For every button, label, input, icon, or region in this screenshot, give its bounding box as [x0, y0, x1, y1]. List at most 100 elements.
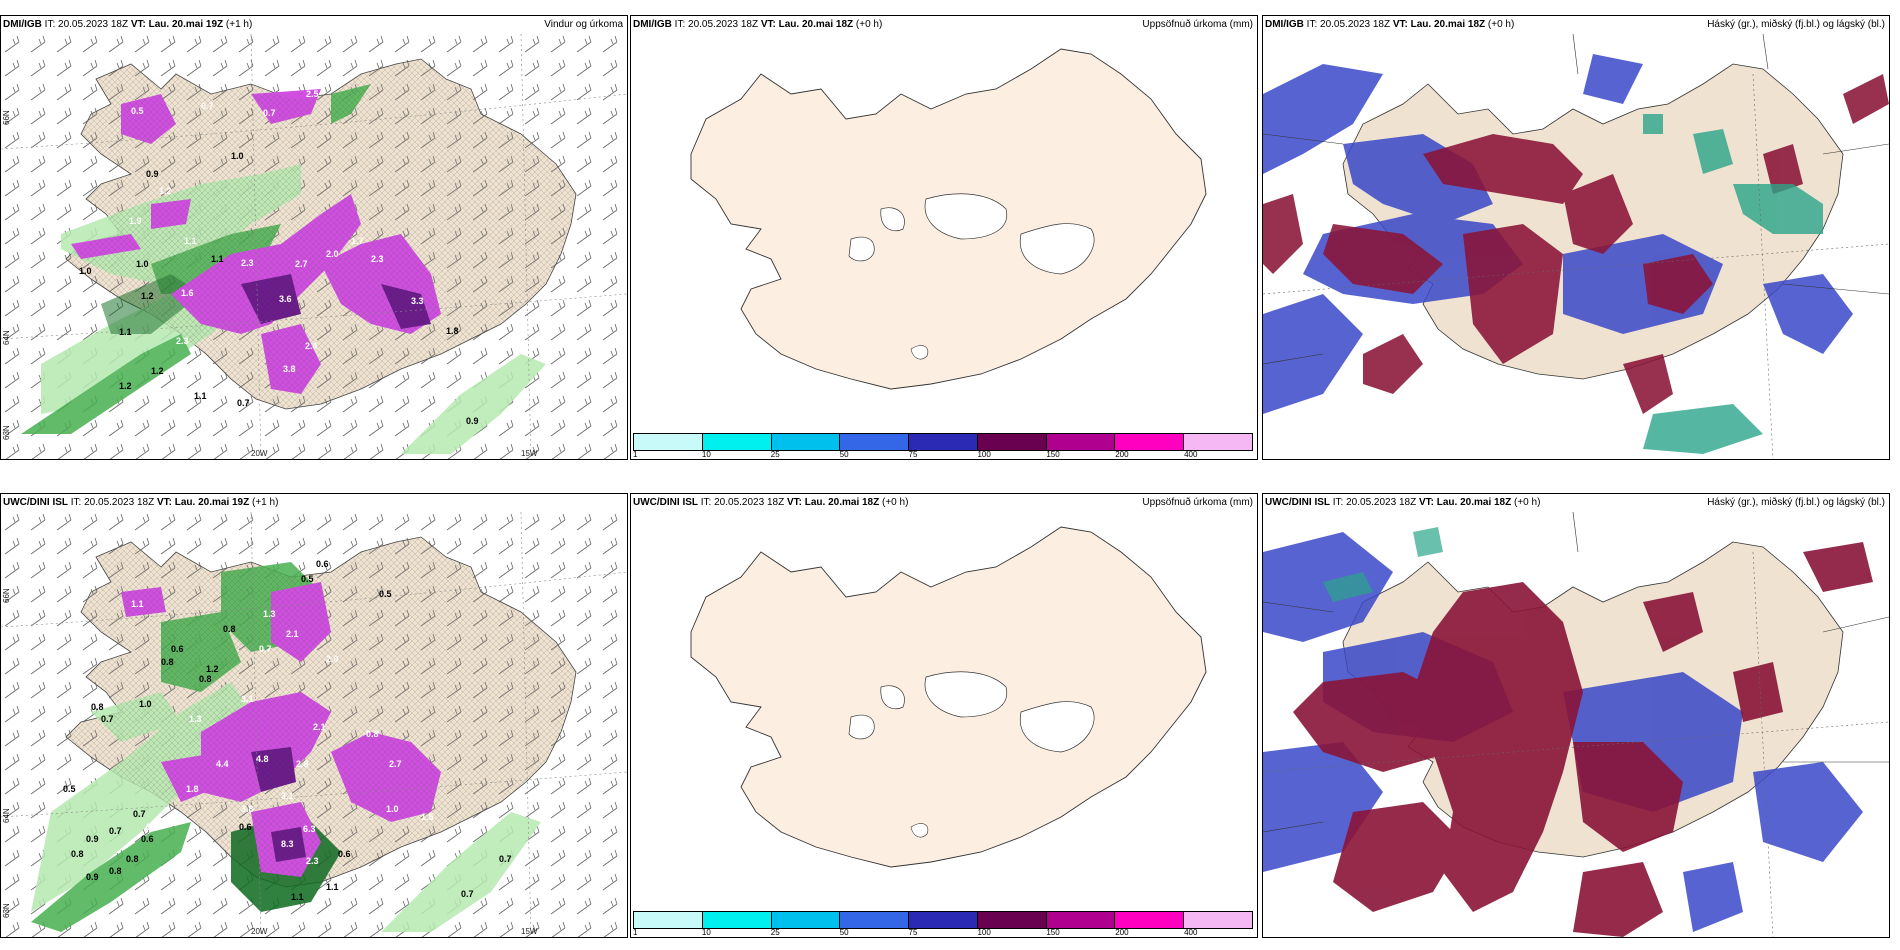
colorbar-segment — [909, 434, 978, 450]
colorbar-segment — [840, 434, 910, 450]
colorbar-segment — [702, 434, 772, 450]
precip-value-label: 1.6 — [181, 288, 194, 298]
colorbar-tick-label: 75 — [908, 450, 918, 459]
precip-value-label: 0.8 — [109, 866, 122, 876]
precip-value-label: 1.7 — [351, 236, 364, 246]
svg-text:66N: 66N — [2, 110, 11, 125]
colorbar-tick-label: 100 — [977, 450, 991, 459]
precip-value-label: 0.8 — [223, 624, 236, 634]
precip-value-label: 1.3 — [189, 714, 202, 724]
colorbar-labels: 1 10 25 50 75 100 150 200 400 — [633, 450, 1253, 459]
svg-text:64N: 64N — [2, 330, 11, 345]
colorbar-segment — [771, 912, 841, 928]
precip-value-label: 1.0 — [386, 804, 399, 814]
precip-value-label: 1.2 — [159, 186, 172, 196]
precip-value-label: 1.1 — [194, 391, 207, 401]
precip-value-label: 0.9 — [466, 416, 479, 426]
panel-header: UWC/DINI ISL IT: 20.05.2023 18Z VT: Lau.… — [3, 497, 279, 508]
colorbar-segment — [840, 912, 910, 928]
panel-header: DMI/IGB IT: 20.05.2023 18Z VT: Lau. 20.m… — [1265, 19, 1515, 30]
svg-text:64N: 64N — [2, 808, 11, 823]
precip-value-label: 0.8 — [71, 849, 84, 859]
panel-header: DMI/IGB IT: 20.05.2023 18Z VT: Lau. 20.m… — [633, 19, 883, 30]
precip-value-label: 1.0 — [231, 151, 244, 161]
accum-precip-map — [690, 48, 1207, 390]
precip-value-label: 1.2 — [206, 664, 219, 674]
precip-value-label: 0.7 — [101, 714, 114, 724]
precip-value-label: 1.1 — [131, 599, 144, 609]
svg-text:66N: 66N — [2, 588, 11, 603]
precip-value-labels: 0.5 0.71.00.91.22.50.71.91.11.01.0 1.1 2.3 2… — [79, 89, 479, 426]
panel-title: Uppsöfnuð úrkoma (mm) — [1142, 497, 1253, 508]
precip-value-label: 0.8 — [126, 854, 139, 864]
colorbar-tick-label: 75 — [908, 928, 918, 937]
colorbar-tick-label: 200 — [1115, 928, 1129, 937]
precip-value-label: 2.7 — [295, 259, 308, 269]
precip-value-label: 0.7 — [201, 101, 214, 111]
panel-header: UWC/DINI ISL IT: 20.05.2023 18Z VT: Lau.… — [1265, 497, 1541, 508]
precip-value-label: 2.3 — [176, 336, 189, 346]
precip-value-label: 0.5 — [379, 589, 392, 599]
precip-value-label: 3.8 — [283, 364, 296, 374]
colorbar-segment — [634, 434, 703, 450]
precip-value-label: 3.8 — [241, 804, 254, 814]
precip-value-label: 1.2 — [119, 381, 132, 391]
precip-value-label: 0.8 — [161, 657, 174, 667]
precip-value-label: 1.1 — [291, 892, 304, 902]
precip-value-label: 2.3 — [241, 258, 254, 268]
svg-text:63N: 63N — [2, 425, 11, 440]
precip-colorbar — [633, 433, 1253, 451]
colorbar-segment — [1184, 912, 1253, 928]
precip-value-label: 2.1 — [286, 629, 299, 639]
precip-value-label: 0.6 — [141, 834, 154, 844]
precip-value-label: 1.8 — [446, 326, 459, 336]
precip-value-label: 1.2 — [141, 291, 154, 301]
precip-value-label: 1.3 — [263, 609, 276, 619]
svg-text:15W: 15W — [521, 449, 538, 458]
panel-title: Uppsöfnuð úrkoma (mm) — [1142, 19, 1253, 30]
precip-value-label: 6.3 — [303, 824, 316, 834]
cloud-map — [1263, 512, 1889, 937]
precip-value-label: 0.5 — [301, 574, 314, 584]
precip-value-label: 0.9 — [86, 834, 99, 844]
precip-value-label: 8.3 — [281, 839, 294, 849]
precip-value-label: 0.6 — [171, 644, 184, 654]
precip-value-label: 0.7 — [133, 809, 146, 819]
colorbar-segment — [771, 434, 841, 450]
precip-value-label: 3.3 — [411, 296, 424, 306]
precip-value-label: 1.5 — [421, 812, 434, 822]
precip-value-label: 1.1 — [211, 254, 224, 264]
precip-value-label: 2.7 — [389, 759, 402, 769]
colorbar-tick-label: 10 — [701, 928, 711, 937]
panel-clouds-uwc: UWC/DINI ISL IT: 20.05.2023 18Z VT: Lau.… — [1262, 493, 1890, 938]
panel-accum-precip-dmi: DMI/IGB IT: 20.05.2023 18Z VT: Lau. 20.m… — [630, 15, 1258, 460]
precip-value-label: 1.9 — [129, 216, 142, 226]
panel-title: Vindur og úrkoma — [544, 19, 623, 30]
precip-value-label: 0.5 — [63, 784, 76, 794]
precip-value-label: 0.7 — [263, 108, 276, 118]
colorbar-segment — [1184, 434, 1253, 450]
precip-value-label: 4.8 — [256, 754, 269, 764]
svg-text:63N: 63N — [2, 903, 11, 918]
colorbar-tick-label: 400 — [1184, 928, 1198, 937]
precip-value-label: 0.8 — [91, 702, 104, 712]
colorbar-tick-label: 400 — [1184, 450, 1198, 459]
colorbar-tick-label: 1 — [633, 450, 638, 459]
colorbar-tick-label: 1 — [633, 928, 638, 937]
precip-value-label: 0.9 — [146, 169, 159, 179]
precip-value-label: 0.7 — [461, 889, 474, 899]
precip-value-label: 3.1 — [241, 694, 254, 704]
colorbar-tick-label: 50 — [839, 928, 849, 937]
precip-value-label: 0.7 — [237, 398, 250, 408]
precip-value-label: 2.3 — [371, 254, 384, 264]
precip-value-label: 0.9 — [86, 872, 99, 882]
panel-header: UWC/DINI ISL IT: 20.05.2023 18Z VT: Lau.… — [633, 497, 909, 508]
precip-value-label: 0.7 — [109, 826, 122, 836]
precip-value-label: 2.3 — [306, 856, 319, 866]
precip-value-label: 2.5 — [306, 89, 319, 99]
precip-value-label: 0.6 — [316, 559, 329, 569]
precip-value-label: 2.8 — [296, 759, 309, 769]
panel-accum-precip-uwc: UWC/DINI ISL IT: 20.05.2023 18Z VT: Lau.… — [630, 493, 1258, 938]
precip-value-label: 0.6 — [338, 849, 351, 859]
svg-text:15W: 15W — [521, 927, 538, 936]
